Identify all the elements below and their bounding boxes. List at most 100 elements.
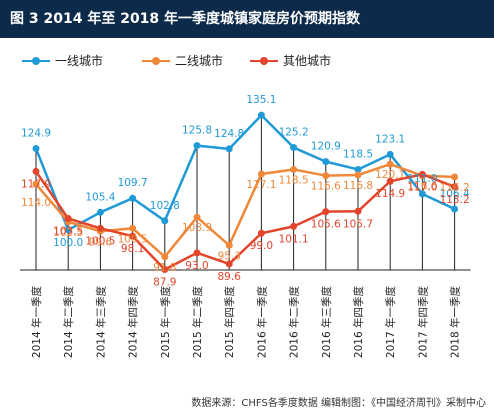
data-point-s1-13 bbox=[451, 173, 459, 181]
data-label-s2-7: 99.0 bbox=[250, 240, 273, 252]
data-point-s1-10 bbox=[354, 171, 362, 179]
data-point-s1-4 bbox=[161, 253, 169, 261]
data-point-s2-8 bbox=[290, 222, 298, 230]
data-point-s1-6 bbox=[225, 241, 233, 249]
series-line-2 bbox=[34, 170, 456, 271]
data-point-s0-0 bbox=[32, 145, 40, 153]
data-label-s0-5: 125.8 bbox=[182, 125, 212, 137]
data-label-s0-8: 125.2 bbox=[279, 127, 309, 139]
data-point-s0-8 bbox=[290, 144, 298, 152]
data-point-s0-1 bbox=[64, 226, 72, 234]
data-label-s1-3: 100.5 bbox=[118, 233, 148, 245]
data-label-s0-4: 102.8 bbox=[150, 200, 180, 212]
data-label-s1-9: 116.6 bbox=[311, 181, 341, 193]
data-label-s0-13: 106.4 bbox=[440, 188, 470, 200]
data-point-s2-5 bbox=[193, 249, 201, 257]
data-point-s1-3 bbox=[129, 224, 137, 232]
data-label-s0-11: 123.1 bbox=[375, 133, 405, 145]
data-label-s1-2: 99.6 bbox=[89, 236, 113, 248]
legend-dot-other bbox=[260, 57, 268, 65]
x-tick-label: 2016 年三季度 bbox=[320, 286, 333, 359]
source-note: 数据来源：CHFS各季度数据 编辑制图：《中国经济周刊》采制中心 bbox=[191, 398, 486, 409]
data-label-s2-13: 113.2 bbox=[440, 194, 470, 206]
data-point-s2-1 bbox=[64, 215, 72, 223]
data-label-s2-10: 105.7 bbox=[343, 218, 373, 230]
data-point-s2-6 bbox=[225, 260, 233, 268]
data-point-s1-11 bbox=[386, 160, 394, 168]
data-point-s0-7 bbox=[257, 111, 265, 119]
x-tick-label: 2015 年二季度 bbox=[191, 286, 204, 359]
data-point-s0-11 bbox=[386, 150, 394, 158]
data-point-s2-13 bbox=[451, 183, 459, 191]
data-label-s2-5: 93.0 bbox=[185, 260, 208, 272]
data-point-s2-11 bbox=[386, 177, 394, 185]
data-point-s2-9 bbox=[322, 208, 330, 216]
data-label-s0-7: 135.1 bbox=[246, 94, 276, 106]
data-point-s2-3 bbox=[129, 232, 137, 240]
data-point-s2-12 bbox=[418, 170, 426, 178]
data-label-s1-12: 116.6 bbox=[407, 181, 437, 193]
data-label-s1-1: 102.5 bbox=[53, 227, 83, 239]
x-tick-label: 2014 年二季度 bbox=[62, 286, 75, 359]
data-label-s2-0: 117.9 bbox=[21, 178, 51, 190]
data-label-s0-1: 100.0 bbox=[53, 237, 83, 249]
data-point-s1-5 bbox=[193, 213, 201, 221]
data-label-s2-4: 87.9 bbox=[153, 277, 176, 289]
data-label-s0-3: 109.7 bbox=[118, 177, 148, 189]
legend-label-tier1: 一线城市 bbox=[55, 54, 104, 68]
data-point-s1-9 bbox=[322, 172, 330, 180]
data-label-s1-0: 114.0 bbox=[21, 197, 51, 209]
x-tick-label: 2014 年四季度 bbox=[127, 286, 140, 359]
data-point-s0-9 bbox=[322, 158, 330, 166]
x-tick-label: 2017 年四季度 bbox=[416, 286, 429, 359]
legend-label-other: 其他城市 bbox=[283, 54, 332, 68]
data-label-s2-1: 103.5 bbox=[53, 226, 83, 238]
legend-dot-tier1 bbox=[32, 57, 40, 65]
data-label-s2-3: 98.1 bbox=[121, 243, 144, 255]
data-label-s2-6: 89.6 bbox=[218, 271, 242, 283]
chart-title: 图 3 2014 年至 2018 年一季度城镇家庭房价预期指数 bbox=[0, 0, 494, 38]
x-tick-label: 2018 年一季度 bbox=[449, 286, 462, 359]
data-point-s2-0 bbox=[32, 167, 40, 175]
data-point-s1-0 bbox=[32, 180, 40, 188]
data-label-s2-2: 100.5 bbox=[85, 235, 115, 247]
x-tick-label: 2014 年一季度 bbox=[30, 286, 43, 359]
data-point-s2-10 bbox=[354, 207, 362, 215]
data-label-s0-9: 120.9 bbox=[311, 141, 341, 153]
data-point-s1-8 bbox=[290, 165, 298, 173]
data-point-s2-7 bbox=[257, 229, 265, 237]
data-point-s0-2 bbox=[96, 208, 104, 216]
data-point-s2-4 bbox=[161, 266, 169, 274]
data-label-s1-13: 116.2 bbox=[440, 182, 470, 194]
series-line-0 bbox=[34, 113, 456, 232]
data-label-s2-8: 101.1 bbox=[279, 233, 309, 245]
x-tick-label: 2016 年一季度 bbox=[255, 286, 268, 359]
legend-dot-tier2 bbox=[152, 57, 160, 65]
data-label-s0-0: 124.9 bbox=[21, 128, 51, 140]
data-label-s1-5: 103.9 bbox=[182, 222, 212, 234]
x-tick-label: 2015 年一季度 bbox=[159, 286, 172, 359]
x-tick-label: 2016 年二季度 bbox=[288, 286, 301, 359]
data-label-s2-9: 105.6 bbox=[311, 219, 341, 231]
data-label-s0-6: 124.8 bbox=[214, 128, 244, 140]
legend-label-tier2: 二线城市 bbox=[175, 54, 224, 68]
data-point-s1-7 bbox=[257, 170, 265, 178]
data-label-s1-6: 95.3 bbox=[218, 250, 241, 262]
x-tick-label: 2014 年三季度 bbox=[94, 286, 107, 359]
data-label-s1-11: 120.1 bbox=[375, 169, 405, 181]
x-tick-label: 2017 年一季度 bbox=[384, 286, 397, 359]
data-label-s1-10: 116.8 bbox=[343, 180, 373, 192]
x-tick-label: 2016 年四季度 bbox=[352, 286, 365, 359]
data-label-s0-12: 111.0 bbox=[407, 173, 437, 185]
data-label-s0-2: 105.4 bbox=[85, 191, 115, 203]
data-point-s0-5 bbox=[193, 142, 201, 150]
data-label-s1-4: 91.8 bbox=[153, 262, 176, 274]
data-point-s0-10 bbox=[354, 165, 362, 173]
data-label-s2-12: 117.0 bbox=[407, 181, 437, 193]
data-point-s0-12 bbox=[418, 190, 426, 198]
data-point-s2-2 bbox=[96, 224, 104, 232]
data-label-s2-11: 114.9 bbox=[375, 188, 405, 200]
data-point-s0-4 bbox=[161, 217, 169, 225]
data-label-s1-8: 118.5 bbox=[279, 174, 309, 186]
